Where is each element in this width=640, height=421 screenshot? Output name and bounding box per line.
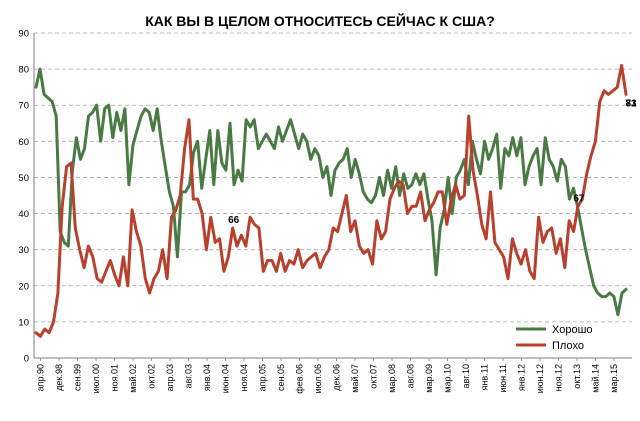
y-tick-label: 50 [18,173,29,184]
y-tick-label: 20 [18,281,29,292]
y-tick-label: 90 [18,29,29,40]
x-tick-label: сен.99 [73,364,83,391]
x-tick-label: май.14 [591,364,601,393]
x-tick-label: дек.98 [54,364,64,391]
series-lines [34,64,628,338]
legend-label: Хорошо [552,324,593,336]
legend: Хорошо Плохо [516,324,593,352]
x-tick-label: июн.11 [498,364,508,393]
x-axis: апр.90 дек.98 сен.99 июл.00 ноя.01 май.02 окт.… [34,357,632,394]
x-tick-label: авг.10 [461,364,471,388]
data-label: 73 [625,98,637,109]
x-tick-label: июн.12 [535,364,545,393]
x-tick-label: янв.04 [202,364,212,391]
y-tick-label: 30 [18,245,29,256]
x-tick-label: мар.08 [387,364,397,393]
x-tick-label: сен.05 [276,364,286,391]
x-tick-label: июн.04 [221,364,231,393]
x-tick-label: окт.02 [147,364,157,389]
x-tick-label: янв.12 [517,364,527,391]
y-tick-label: 10 [18,317,29,328]
x-tick-label: апр.05 [258,364,268,391]
data-label: 81 [625,98,637,109]
series-line-0 [34,67,628,317]
y-tick-label: 0 [24,354,29,365]
data-label: 67 [573,193,585,204]
x-tick-label: мар.10 [443,364,453,393]
x-tick-label: апр.90 [36,364,46,391]
y-tick-label: 60 [18,137,29,148]
x-tick-label: ноя.04 [239,364,249,391]
legend-label: Плохо [552,340,584,352]
x-tick-label: ноя.01 [110,364,120,391]
x-tick-label: авг.03 [184,364,194,388]
x-tick-label: янв.11 [480,364,490,390]
x-tick-label: дек.06 [332,364,342,391]
x-tick-label: фев.06 [295,364,305,394]
x-tick-label: окт.07 [369,364,379,389]
x-tick-label: авг.08 [406,364,416,388]
y-axis: 0 10 20 30 40 50 60 70 80 90 [18,29,35,365]
x-tick-label: апр.03 [165,364,175,391]
x-tick-label: июл.06 [313,364,323,393]
x-tick-label: мар.15 [609,364,619,393]
data-label: 66 [228,215,240,226]
y-tick-label: 70 [18,101,29,112]
x-tick-label: окт.13 [572,364,582,389]
x-tick-label: мар.09 [424,364,434,393]
x-tick-label: май.02 [128,364,138,393]
chart-title: КАК ВЫ В ЦЕЛОМ ОТНОСИТЕСЬ СЕЙЧАС К США? [145,12,495,29]
y-tick-label: 80 [18,65,29,76]
series-line-1 [34,64,628,338]
x-tick-label: ноя.12 [554,364,564,391]
x-tick-label: июл.00 [91,364,101,393]
y-tick-label: 40 [18,209,29,220]
x-tick-label: май.07 [350,364,360,393]
